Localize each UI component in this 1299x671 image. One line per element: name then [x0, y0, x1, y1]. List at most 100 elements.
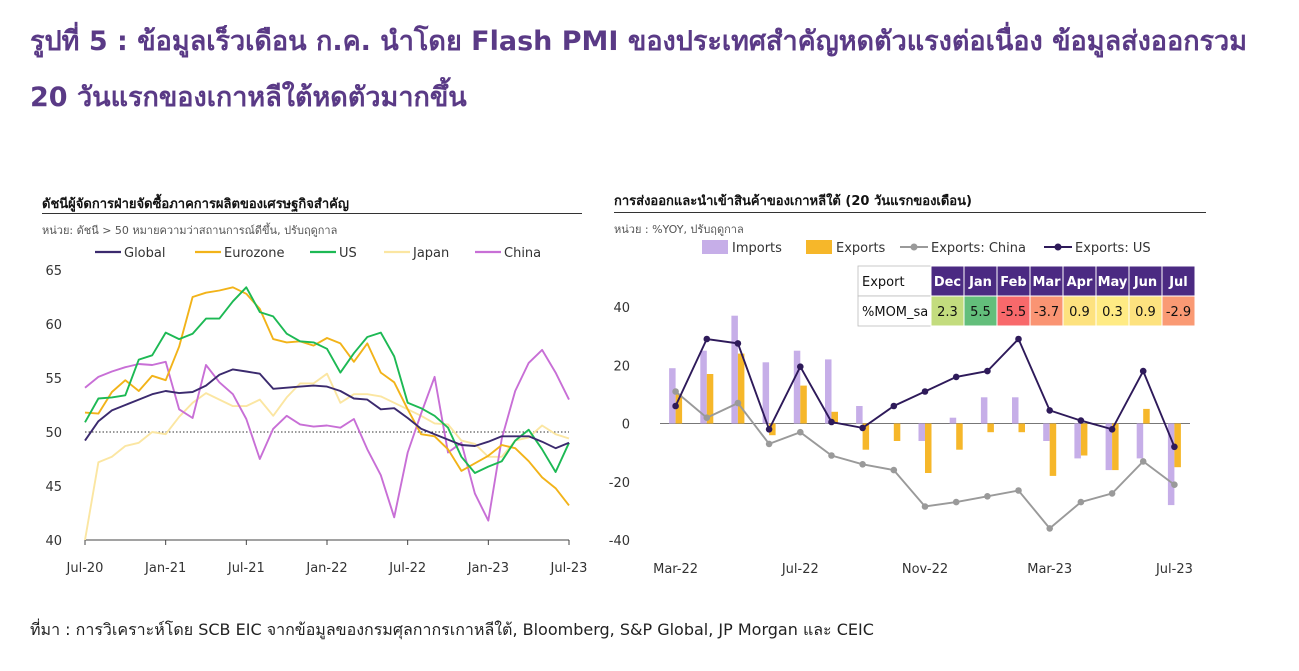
bar-imports — [1167, 423, 1175, 506]
series-line-eurozone — [84, 286, 570, 506]
table-row-label-cell — [857, 295, 932, 327]
series-line-global — [84, 368, 570, 450]
table-value-label: -3.7 — [1034, 305, 1059, 320]
bar-imports — [856, 406, 863, 424]
bar-exports — [1049, 423, 1057, 476]
table-value-cell — [930, 295, 965, 327]
bar-exports — [1174, 423, 1181, 468]
y-tick-label: 0 — [622, 418, 630, 433]
legend-label-eurozone: Eurozone — [224, 246, 284, 261]
source-note: ที่มา : การวิเคราะห์โดย SCB EIC จากข้อมู… — [30, 620, 874, 639]
right-chart-title: การส่งออกและนำเข้าสินค้าของเกาหลีใต้ (20… — [614, 194, 972, 209]
point-exports_china — [1139, 458, 1147, 465]
bar-imports — [1105, 423, 1113, 471]
bar-exports — [956, 423, 963, 450]
bar-exports — [800, 385, 807, 424]
bar-exports — [1143, 408, 1150, 424]
bar-imports — [793, 350, 801, 424]
table-value-label: 0.3 — [1102, 305, 1123, 320]
x-tick-label: Jul-23 — [1155, 562, 1193, 577]
series-line-japan — [84, 372, 570, 541]
point-exports_china — [1015, 487, 1022, 494]
legend-swatch-imports — [702, 240, 728, 254]
bar-imports — [1074, 423, 1081, 459]
legend-label-exports: Exports — [836, 241, 886, 256]
point-exports_us — [1171, 443, 1178, 451]
point-exports_us — [890, 402, 898, 410]
table-month-label: Apr — [1067, 275, 1093, 290]
table-month-label: Jun — [1133, 275, 1157, 290]
point-exports_china — [828, 452, 835, 459]
bar-imports — [1136, 423, 1144, 459]
x-tick-label: Jul-21 — [227, 561, 265, 576]
table-value-cell — [1095, 295, 1130, 327]
left-chart-rule — [42, 213, 582, 214]
point-exports_china — [672, 388, 679, 395]
left-chart-unit: หน่วย: ดัชนี > 50 หมายความว่าสถานการณ์ดี… — [42, 224, 338, 237]
point-exports_us — [1015, 335, 1022, 343]
point-exports_us — [734, 340, 742, 347]
bar-exports — [1018, 423, 1025, 433]
y-tick-label: 45 — [45, 480, 62, 495]
table-value-cell — [1128, 295, 1163, 327]
x-tick-label: Jul-22 — [781, 562, 819, 577]
point-exports_china — [952, 498, 960, 506]
point-exports_china — [797, 428, 804, 436]
point-exports_china — [921, 503, 929, 510]
point-exports_china — [1077, 498, 1085, 506]
bar-exports — [893, 423, 901, 441]
bar-imports — [700, 350, 707, 424]
table-value-label: 0.9 — [1135, 305, 1156, 320]
point-exports_us — [1139, 367, 1147, 375]
bar-exports — [925, 423, 932, 473]
table-month-cell — [1062, 265, 1097, 297]
bar-imports — [918, 423, 925, 441]
bar-exports — [1112, 423, 1119, 471]
point-exports_us — [952, 373, 960, 381]
table-month-label: Jan — [968, 275, 992, 290]
bar-exports — [737, 353, 745, 424]
legend-label-global: Global — [124, 246, 165, 261]
bar-exports — [987, 423, 994, 433]
bar-imports — [1012, 397, 1019, 424]
point-exports_china — [859, 461, 866, 468]
table-month-label: Feb — [1000, 275, 1026, 290]
y-tick-label: -40 — [609, 534, 630, 549]
bar-exports — [675, 394, 683, 424]
point-exports_us — [828, 418, 835, 426]
x-tick-label: Jul-20 — [66, 561, 104, 576]
point-exports_china — [1046, 525, 1053, 532]
table-row-label: %MOM_sa — [862, 305, 928, 320]
bar-imports — [1043, 423, 1050, 441]
table-value-label: -2.9 — [1166, 305, 1191, 320]
table-value-cell — [963, 295, 998, 327]
bar-exports — [862, 423, 870, 450]
bar-imports — [949, 417, 957, 424]
page-title: รูปที่ 5 : ข้อมูลเร็วเดือน ก.ค. นำโดย Fl… — [30, 26, 1248, 113]
legend-marker-exports-china — [910, 243, 918, 251]
point-exports_china — [1171, 481, 1178, 488]
y-tick-label: 50 — [45, 426, 62, 441]
series-line-us — [84, 286, 570, 474]
table-month-cell — [1128, 265, 1163, 297]
point-exports_us — [672, 402, 679, 410]
point-exports_china — [765, 440, 773, 448]
table-value-label: -5.5 — [1001, 305, 1026, 320]
table-month-label: Mar — [1032, 275, 1061, 290]
table-month-label: Dec — [934, 275, 961, 290]
korea-trade-chart: Imports Exports Exports: China Exports: US -… — [609, 240, 1196, 577]
table-month-label: May — [1098, 275, 1128, 290]
x-tick-label: Jan-23 — [467, 561, 509, 576]
point-exports_china — [890, 466, 898, 474]
point-exports_us — [1077, 417, 1085, 424]
table-value-cell — [996, 295, 1031, 327]
bar-imports — [980, 397, 988, 424]
point-exports_china — [734, 399, 742, 407]
table-month-label: Jul — [1168, 275, 1188, 290]
legend-label-china: China — [504, 246, 541, 261]
x-tick-label: Jul-22 — [388, 561, 426, 576]
legend-label-us: US — [339, 246, 357, 261]
y-tick-label: 40 — [613, 301, 630, 316]
bar-exports — [706, 374, 714, 424]
legend-label-japan: Japan — [412, 246, 449, 261]
